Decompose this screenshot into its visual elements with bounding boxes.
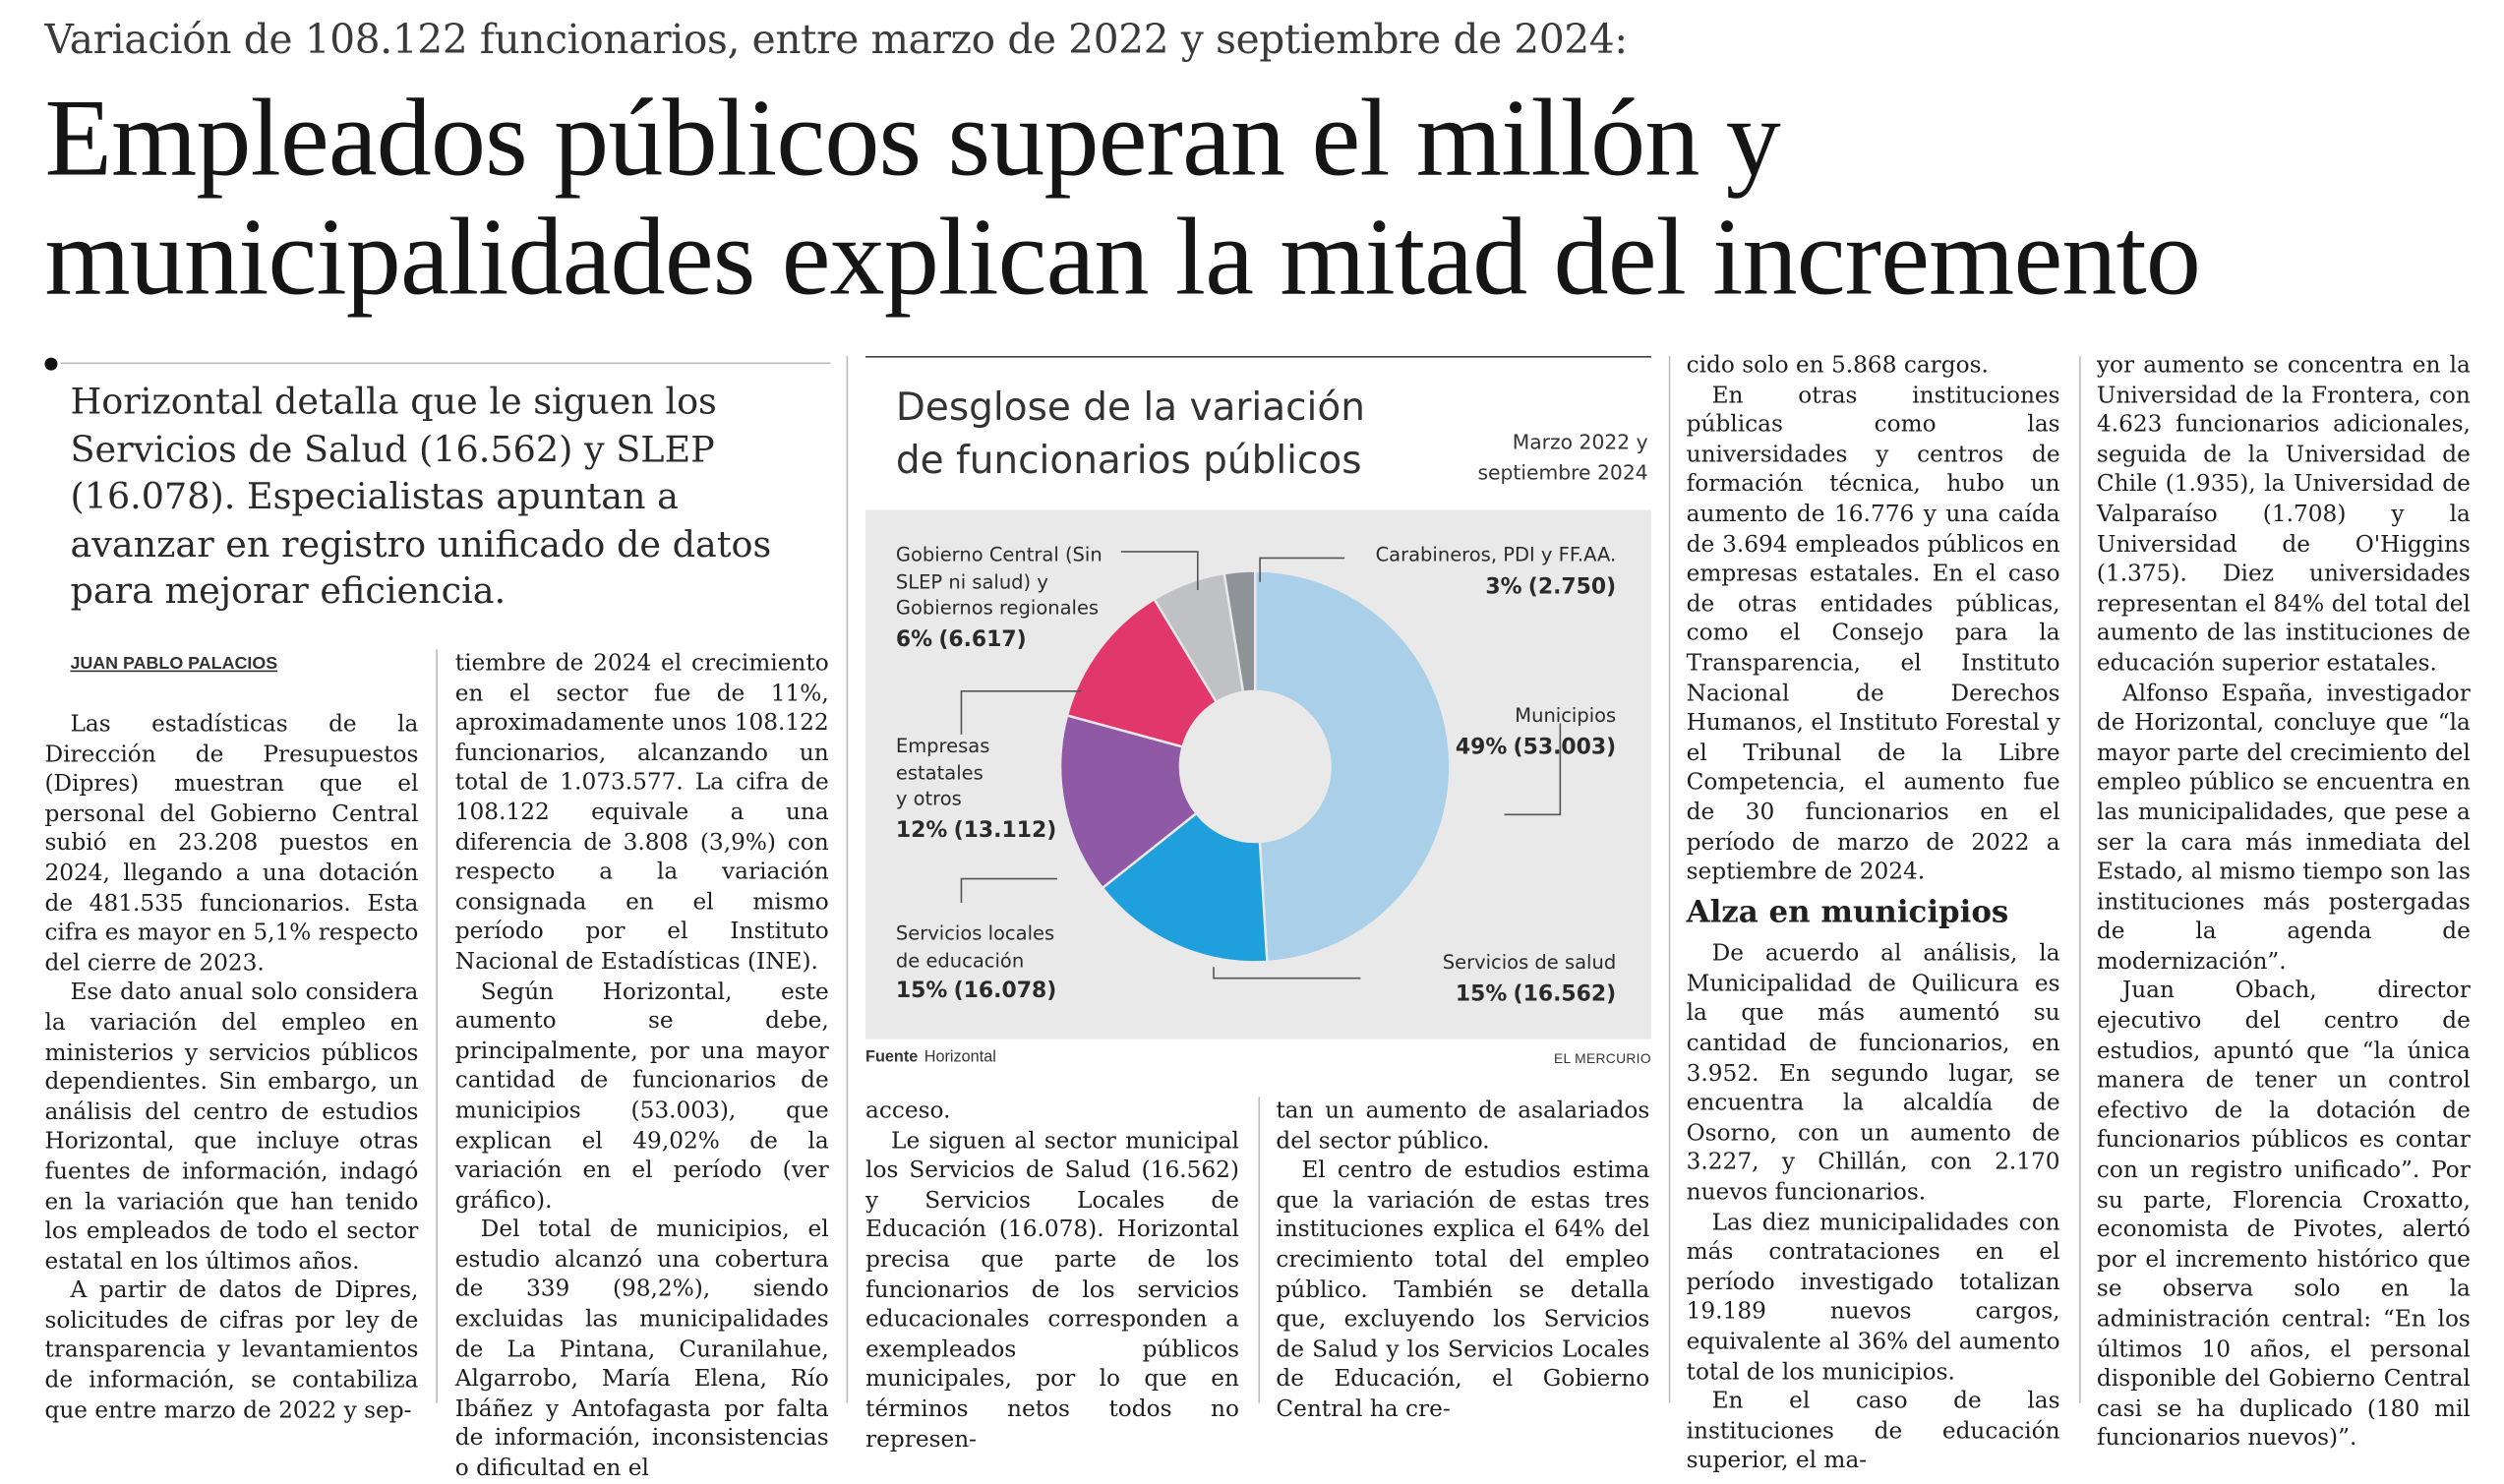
slice-label-percent: 15% [895,978,948,1004]
column-divider [2079,355,2081,1403]
paragraph: Las diez municipalidades con más contrat… [1686,1210,2060,1386]
chart-brand: EL MERCURIO [1553,1050,1651,1067]
donut-slice-municipios [1254,569,1452,964]
column-3: acceso. Le siguen al sector municipal lo… [865,1097,1239,1454]
byline: JUAN PABLO PALACIOS [70,654,278,674]
subhead: Alza en municipios [1686,894,2009,930]
chart: Desglose de la variación de funcionarios… [865,355,1651,1071]
leader-line-educacion [960,877,1057,904]
slice-label-name: Servicios locales [895,921,1055,945]
paragraph: Le siguen al sector municipal los Servic… [865,1128,1239,1453]
paragraph: En el caso de las instituciones de educa… [1686,1389,2060,1475]
paragraph: Las estadísticas de la Dirección de Pres… [44,711,419,977]
chart-date: Marzo 2022 y septiembre 2024 [1441,427,1648,488]
slice-label-percent: 3% [1485,572,1522,600]
leader-line-empresas [960,689,1082,735]
paragraph: tan un aumento de asalariados del sector… [1276,1098,1650,1155]
paragraph: De acuerdo al análisis, la Municipalidad… [1686,941,2060,1207]
leader-line-gobierno-central [1120,551,1199,591]
donut-slice-educacion [1058,713,1199,890]
column-divider [1258,1097,1261,1403]
donut-slice-carabineros [1222,569,1257,694]
slice-label-name: SLEP ni salud) y [895,569,1048,593]
paragraph: Según Horizontal, este aumento se debe, … [454,979,829,1214]
deck: Horizontal detalla que le siguen los Ser… [70,382,772,613]
column-1: Las estadísticas de la Dirección de Pres… [44,710,418,1426]
donut-chart-svg [960,551,1562,979]
deck-bullet [44,357,58,371]
paragraph: Alfonso España, investigador de Horizont… [2096,681,2471,976]
donut-hole [1181,692,1329,841]
slice-label-empresas: Empresas estatales y otros 12% (13.112) [896,733,1056,844]
chart-source-label: Fuente [865,1048,919,1067]
leader-line-salud [1213,967,1361,979]
chart-top-rule [865,355,1651,358]
chart-source-value: Horizontal [924,1048,996,1067]
column-divider [846,355,849,1403]
chart-source: Fuente Horizontal [865,1048,996,1066]
slice-label-name: Gobiernos regionales [895,596,1100,620]
column-6: yor aumento se concentra en la Universid… [2097,351,2471,1454]
leader-line-municipios [1504,723,1562,816]
column-divider [1668,355,1671,1403]
chart-title: Desglose de la variación de funcionarios… [895,385,1365,483]
deck-rule [60,362,831,365]
slice-label-value: (6.617) [938,625,1027,652]
donut-slice-empresas [1065,597,1219,748]
slice-label-educacion: Servicios locales de educación 15% (16.0… [896,920,1056,1005]
slice-label-name: Empresas [895,734,990,757]
slice-label-name: Servicios de salud [1442,950,1617,974]
slice-label-name: Gobierno Central (Sin [895,543,1103,566]
slice-label-percent: 49% [1455,733,1508,760]
slice-label-percent: 6% [895,625,933,652]
donut-slice-salud [1101,811,1269,964]
slice-label-value: (16.562) [1513,980,1617,1007]
slice-label-value: (16.078) [953,978,1057,1004]
paragraph: cido solo en 5.868 cargos. [1686,352,1989,379]
slice-label-name: y otros [895,787,962,810]
column-2: tiembre de 2024 el crecimiento en el sec… [455,649,829,1484]
slice-label-value: (2.750) [1527,572,1617,600]
column-divider [436,649,438,1403]
paragraph: yor aumento se concentra en la Universid… [2096,352,2471,678]
slice-label-name: estatales [895,760,984,784]
paragraph: Ese dato anual solo considera la variaci… [44,979,419,1275]
paragraph: Del total de municipios, el estudio alca… [454,1217,829,1482]
slice-label-gobierno-central: Gobierno Central (Sin SLEP ni salud) y G… [896,542,1103,653]
leader-line-carabineros [1259,557,1345,582]
kicker: Variación de 108.122 funcionarios, entre… [44,16,1628,63]
slice-label-salud: Servicios de salud 15% (16.562) [1377,949,1617,1007]
paragraph: acceso. [865,1098,951,1125]
slice-label-percent: 15% [1455,980,1508,1007]
slice-label-percent: 12% [895,816,948,843]
paragraph: El centro de estudios estima que la vari… [1276,1158,1650,1423]
headline-line-2: municipalidades explican la mitad del in… [44,195,2201,318]
chart-date-line-1: Marzo 2022 y [1512,430,1648,454]
slice-label-municipios: Municipios 49% (53.003) [1408,702,1616,760]
chart-plot-area: Gobierno Central (Sin SLEP ni salud) y G… [865,509,1651,1039]
slice-label-value: (13.112) [953,816,1057,843]
paragraph: A partir de datos de Dipres, solicitudes… [44,1278,419,1424]
slice-label-carabineros: Carabineros, PDI y FF.AA. 3% (2.750) [1344,542,1617,600]
chart-date-line-2: septiembre 2024 [1477,459,1648,485]
paragraph: tiembre de 2024 el crecimiento en el sec… [454,651,829,976]
slice-label-name: Carabineros, PDI y FF.AA. [1375,543,1617,566]
paragraph: En otras instituciones públicas como las… [1686,383,2060,886]
paragraph: Juan Obach, director ejecutivo del centr… [2096,979,2471,1453]
slice-label-name: Municipios [1515,703,1617,727]
slice-label-name: de educación [895,948,1025,972]
column-5: cido solo en 5.868 cargos. En otras inst… [1687,351,2060,1477]
slice-label-value: (53.003) [1513,733,1617,760]
column-4: tan un aumento de asalariados del sector… [1276,1097,1649,1425]
headline-line-1: Empleados públicos superan el millón y [44,77,1780,200]
